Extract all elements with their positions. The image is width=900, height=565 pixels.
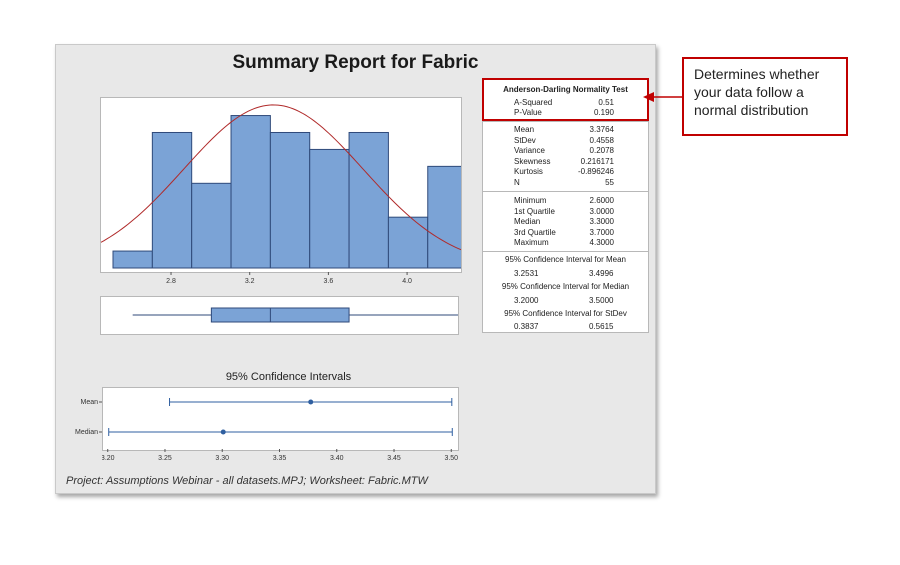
- stat-value: 0.190: [593, 108, 614, 117]
- section-divider: [483, 251, 648, 252]
- report-footer: Project: Assumptions Webinar - all datas…: [66, 475, 428, 487]
- stat-value: 3.0000: [589, 206, 614, 216]
- stat-value: 0.2078: [589, 146, 614, 155]
- boxplot-panel: [100, 296, 468, 335]
- histogram-bar: [230, 115, 271, 269]
- section-divider: [483, 121, 648, 122]
- x-tick-label: 3.2: [245, 278, 255, 285]
- ci-mean-title: 95% Confidence Interval for Mean: [505, 255, 626, 264]
- stat-row: 3.2531 3.4996: [483, 269, 648, 279]
- stat-value: 3.3764: [589, 125, 614, 134]
- x-tick-label: 3.35: [273, 455, 287, 462]
- anderson-darling-box: [482, 78, 649, 121]
- histogram-bar: [427, 165, 468, 269]
- stat-row: Mean 3.3764: [483, 125, 648, 135]
- stat-value: 2.6000: [589, 196, 614, 205]
- ci-low: 3.2000: [514, 296, 539, 305]
- section-divider: [483, 191, 648, 192]
- stat-value: -0.896246: [577, 167, 614, 176]
- stat-label: 3rd Quartile: [514, 227, 556, 237]
- ci-low: 0.3837: [514, 322, 539, 331]
- stat-value: 4.3000: [589, 238, 614, 247]
- stat-label: StDev: [514, 135, 536, 145]
- ci-median-title: 95% Confidence Interval for Median: [501, 282, 630, 291]
- stat-label: Median: [514, 217, 541, 226]
- annotation-callout: Determines whether your data follow a no…: [682, 57, 848, 136]
- ci-high: 3.5000: [589, 296, 614, 305]
- stat-value: 55: [605, 177, 614, 187]
- stat-label: P-Value: [514, 108, 542, 117]
- ci-x-axis: 3.20 3.25 3.30 3.35 3.40 3.45 3.50: [102, 449, 458, 462]
- x-tick-label: 3.25: [158, 455, 172, 462]
- stat-label: Maximum: [514, 238, 549, 247]
- x-tick-label: 3.6: [324, 278, 334, 285]
- histogram-bar: [191, 182, 232, 269]
- stat-row: 1st Quartile 3.0000: [483, 207, 648, 217]
- statistics-table: Anderson-Darling Normality Test A-Square…: [482, 78, 649, 333]
- stat-value: 0.216171: [580, 156, 614, 166]
- stat-row: Minimum 2.6000: [483, 196, 648, 206]
- summary-report: Summary Report for Fabric 2.8 3.2 3.6 4.0 9…: [55, 44, 656, 494]
- ci-high: 3.4996: [589, 269, 614, 278]
- stat-row: P-Value 0.190: [483, 108, 648, 118]
- x-tick-label: 3.45: [387, 455, 401, 462]
- stat-row: 3rd Quartile 3.7000: [483, 228, 648, 238]
- stat-row: Maximum 4.3000: [483, 238, 648, 248]
- report-title: Summary Report for Fabric: [232, 52, 479, 73]
- stat-row: N 55: [483, 178, 648, 188]
- stat-row: 0.3837 0.5615: [483, 322, 648, 332]
- stat-value: 0.51: [598, 98, 614, 107]
- normal-curve: [100, 104, 462, 251]
- histogram-bar: [112, 250, 153, 269]
- stat-label: 1st Quartile: [514, 206, 555, 216]
- ad-test-title: Anderson-Darling Normality Test: [503, 85, 628, 94]
- stat-row: Median 3.3000: [483, 217, 648, 227]
- x-tick-label: 3.40: [330, 455, 344, 462]
- ci-row-label: Mean: [80, 399, 98, 406]
- histogram-bar: [348, 131, 389, 269]
- x-tick-label: 3.30: [215, 455, 229, 462]
- x-tick-label: 3.20: [102, 455, 115, 462]
- stat-label: Skewness: [514, 156, 551, 166]
- ci-row-label: Median: [75, 429, 98, 436]
- ci-stdev-title: 95% Confidence Interval for StDev: [504, 309, 627, 318]
- histogram-bar: [151, 131, 193, 269]
- stat-row: StDev 0.4558: [483, 136, 648, 146]
- histogram-bar: [387, 216, 429, 269]
- ci-chart-title: 95% Confidence Intervals: [225, 371, 352, 383]
- histogram-bar: [309, 148, 350, 269]
- stat-label: Variance: [514, 146, 545, 155]
- boxplot-chart: [132, 307, 468, 323]
- x-tick-label: 4.0: [402, 278, 412, 285]
- stat-label: Minimum: [514, 196, 547, 205]
- ci-y-labels: Mean Median: [75, 399, 102, 436]
- callout-arrow: [643, 92, 683, 102]
- histogram-chart: [100, 104, 468, 269]
- stat-row: 3.2000 3.5000: [483, 296, 648, 306]
- ci-point: [308, 399, 314, 405]
- ci-point: [220, 429, 226, 435]
- ci-chart: [108, 398, 453, 436]
- iqr-box: [210, 307, 350, 323]
- stat-row: Skewness 0.216171: [483, 157, 648, 167]
- stat-row: Kurtosis -0.896246: [483, 167, 648, 177]
- ci-panel: [102, 387, 459, 451]
- histogram-bar: [269, 131, 311, 269]
- stat-label: Kurtosis: [514, 167, 543, 176]
- x-tick-label: 2.8: [166, 278, 176, 285]
- histogram-panel: [100, 97, 468, 273]
- stat-label: A-Squared: [514, 98, 553, 107]
- stat-value: 0.4558: [589, 135, 614, 145]
- ci-low: 3.2531: [514, 269, 539, 278]
- ci-high: 0.5615: [589, 322, 614, 331]
- stat-value: 3.3000: [589, 217, 614, 226]
- stat-row: A-Squared 0.51: [483, 98, 648, 108]
- stat-row: Variance 0.2078: [483, 146, 648, 156]
- histogram-x-axis: 2.8 3.2 3.6 4.0: [166, 272, 412, 285]
- x-tick-label: 3.50: [444, 455, 458, 462]
- stat-label: Mean: [514, 125, 535, 134]
- stat-label: N: [514, 177, 520, 187]
- stat-value: 3.7000: [589, 227, 614, 237]
